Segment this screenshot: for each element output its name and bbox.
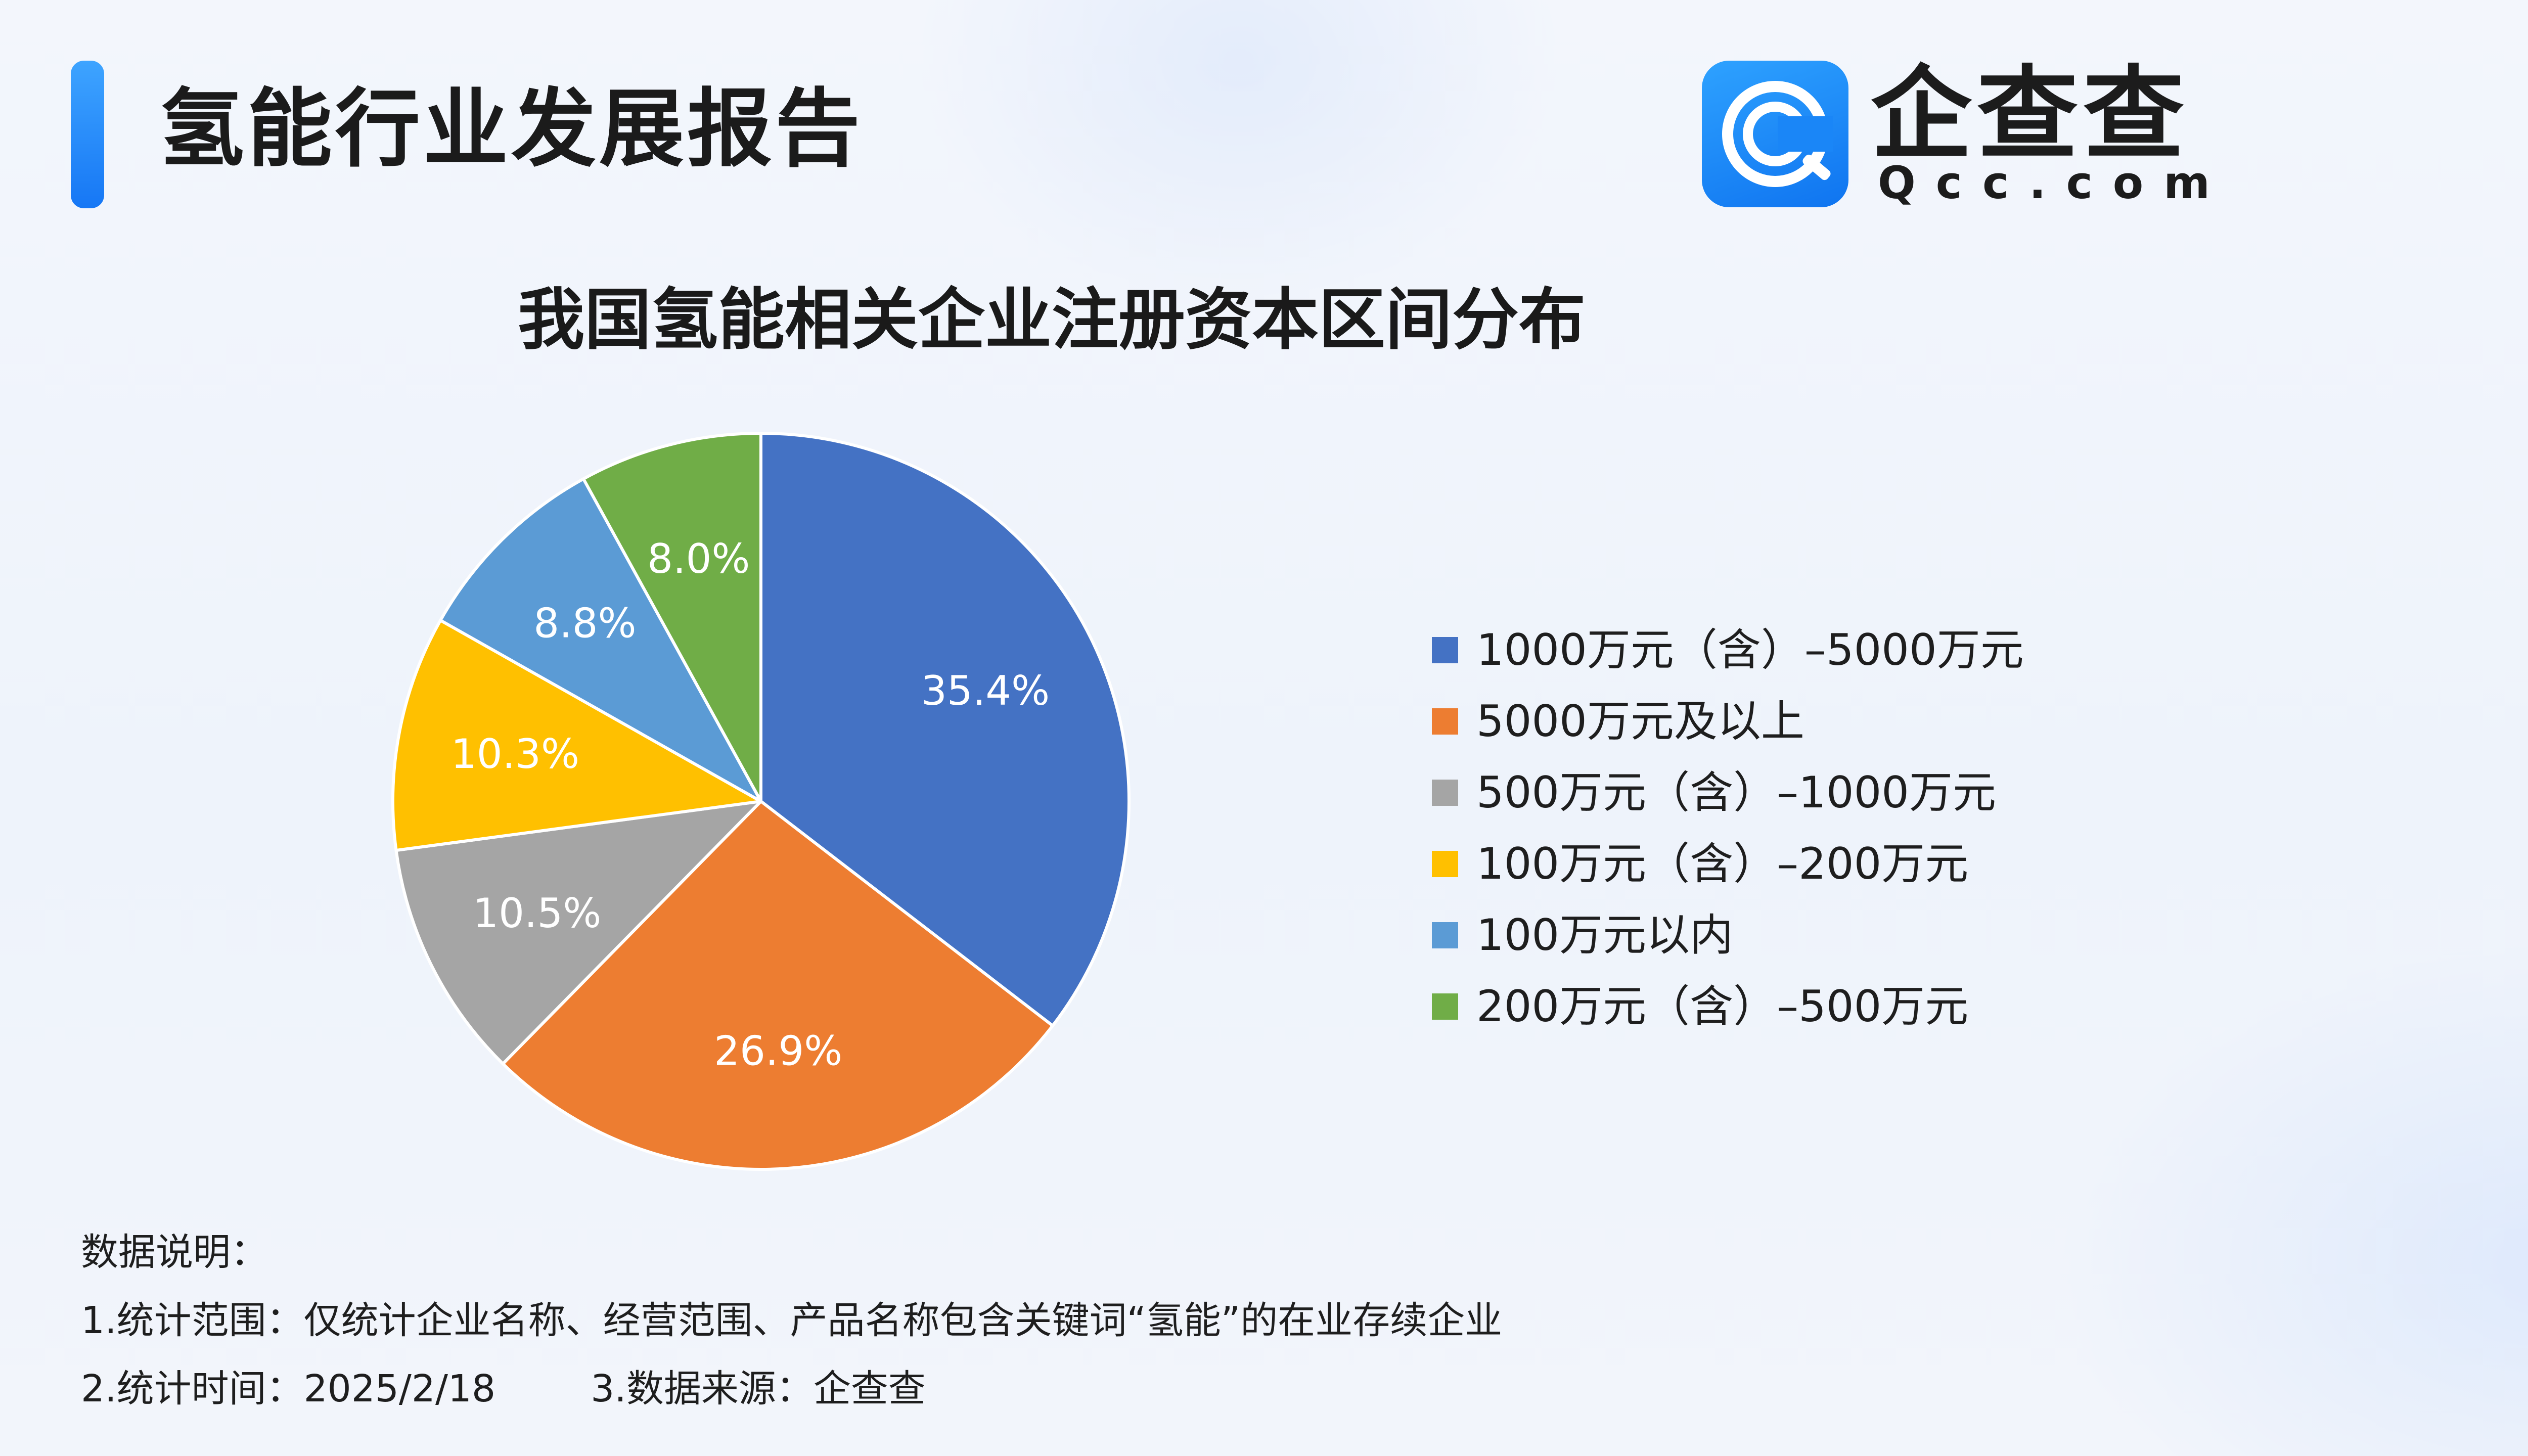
- pie-data-label: 8.0%: [647, 535, 750, 582]
- legend-label: 1000万元（含）–5000万元: [1476, 624, 2024, 675]
- chart-title: 我国氢能相关企业注册资本区间分布: [518, 281, 1586, 359]
- pie-slice: [439, 477, 762, 803]
- title-accent-bar: [71, 61, 104, 208]
- pie-data-label: 26.9%: [714, 1027, 842, 1074]
- legend-swatch: [1432, 993, 1458, 1020]
- pie-data-label: 8.8%: [533, 600, 636, 647]
- legend-label: 5000万元及以上: [1476, 696, 1804, 747]
- qcc-logo-icon: [1702, 61, 1848, 207]
- pie-slice: [501, 800, 1055, 1171]
- pie-data-label: 35.4%: [921, 667, 1050, 714]
- legend-swatch: [1432, 779, 1458, 806]
- legend-swatch: [1432, 636, 1458, 663]
- legend-swatch: [1432, 922, 1458, 948]
- legend-swatch: [1432, 708, 1458, 735]
- pie-slice: [759, 432, 1131, 1027]
- legend-item: 5000万元及以上: [1432, 686, 2024, 757]
- legend-label: 200万元（含）–500万元: [1476, 981, 1969, 1032]
- legend-item: 1000万元（含）–5000万元: [1432, 614, 2024, 686]
- pie-slice: [394, 800, 762, 1066]
- pie-slice: [391, 618, 762, 852]
- logo-domain: Qcc.com: [1878, 157, 2230, 209]
- legend-label: 500万元（含）–1000万元: [1476, 767, 1997, 818]
- data-notes: 数据说明： 1.统计范围：仅统计企业名称、经营范围、产品名称包含关键词“氢能”的…: [81, 1218, 1502, 1423]
- pie-data-label: 10.5%: [473, 890, 601, 937]
- legend-item: 200万元（含）–500万元: [1432, 971, 2024, 1042]
- page-title: 氢能行业发展报告: [159, 79, 863, 178]
- pie-slice: [581, 432, 762, 803]
- notes-heading: 数据说明：: [81, 1231, 268, 1274]
- legend-label: 100万元（含）–200万元: [1476, 838, 1969, 889]
- legend-label: 100万元以内: [1476, 909, 1734, 961]
- pie-data-label: 10.3%: [451, 731, 579, 778]
- notes-time-source: 2.统计时间：2025/2/18 3.数据来源：企查查: [81, 1367, 926, 1410]
- legend-item: 100万元以内: [1432, 899, 2024, 971]
- chart-legend: 1000万元（含）–5000万元 5000万元及以上 500万元（含）–1000万元…: [1432, 614, 2024, 1042]
- legend-item: 500万元（含）–1000万元: [1432, 757, 2024, 828]
- logo-wordmark: 企查查: [1871, 56, 2190, 173]
- legend-swatch: [1432, 850, 1458, 877]
- notes-scope: 1.统计范围：仅统计企业名称、经营范围、产品名称包含关键词“氢能”的在业存续企业: [81, 1299, 1503, 1342]
- legend-item: 100万元（含）–200万元: [1432, 828, 2024, 899]
